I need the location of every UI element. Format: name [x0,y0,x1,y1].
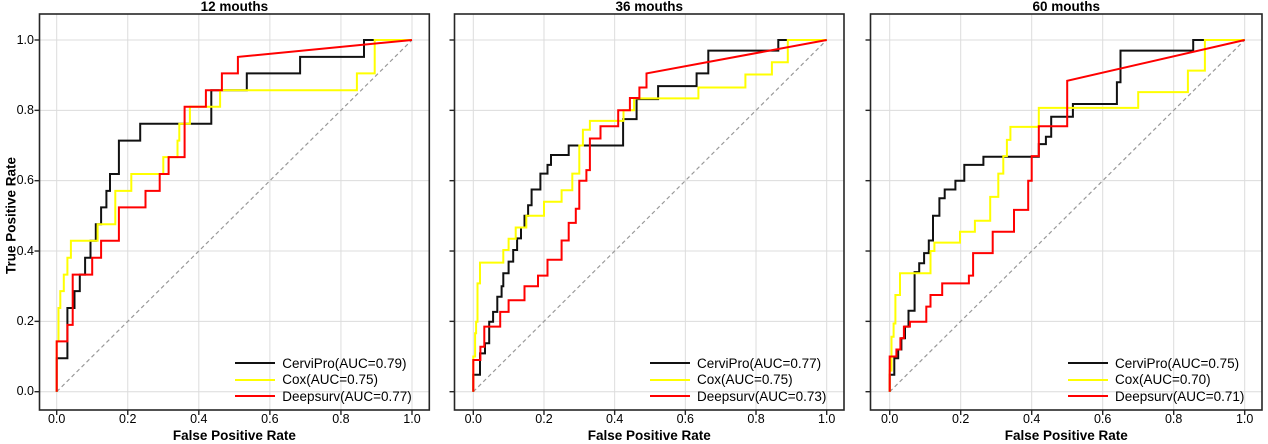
legend-item-cervipro: CerviPro(AUC=0.75) [1068,355,1268,372]
x-tick-label: 0.2 [951,412,970,426]
legend-item-cervipro: CerviPro(AUC=0.79) [235,355,435,372]
legend-item-deepsurv: Deepsurv(AUC=0.77) [235,388,435,405]
x-tick-label: 0.2 [119,412,137,426]
roc-curve-cervipro [55,39,412,392]
legend-label-deepsurv: Deepsurv(AUC=0.77) [282,388,412,404]
x-tick-label: 0.0 [880,412,899,426]
legend-line-deepsurv-icon [235,395,276,398]
y-tick-label: 0.4 [16,243,34,258]
legend-line-cox-icon [1068,378,1108,381]
legend-label-deepsurv: Deepsurv(AUC=0.71) [1115,388,1245,404]
legend-label-cervipro: CerviPro(AUC=0.75) [1115,355,1240,371]
panel-box [38,13,431,411]
legend-line-cox-icon [235,378,276,381]
panel-title-12-months: 12 mouths [200,0,269,14]
x-axis-label-panel2: False Positive Rate [587,428,711,443]
legend-item-cox: Cox(AUC=0.70) [1068,372,1268,389]
legend-line-cervipro-icon [650,362,690,365]
x-axis-label-panel1: False Positive Rate [172,428,296,443]
legend-label-cox: Cox(AUC=0.75) [697,372,793,388]
x-tick-label: 0.8 [332,412,350,426]
panel-box [453,13,845,411]
legend-panel3: CerviPro(AUC=0.75) Cox(AUC=0.70) Deepsur… [1068,355,1268,405]
legend-item-deepsurv: Deepsurv(AUC=0.73) [650,388,850,405]
diagonal-reference-line [889,39,1246,393]
x-tick-label: 0.0 [47,412,66,426]
panel-box [869,13,1263,411]
roc-curve-deepsurv [888,39,1245,392]
y-tick-label: 1.0 [16,32,34,47]
x-tick-label: 0.4 [605,412,624,426]
legend-item-cox: Cox(AUC=0.75) [235,372,435,389]
y-tick-label: 0.6 [16,173,34,188]
legend-item-cox: Cox(AUC=0.75) [650,372,850,389]
x-tick-label: 0.6 [261,412,279,426]
x-tick-label: 0.2 [535,412,553,426]
legend-line-cox-icon [650,378,690,381]
legend-label-cervipro: CerviPro(AUC=0.79) [282,355,407,371]
legend-item-cervipro: CerviPro(AUC=0.77) [650,355,850,372]
x-tick-label: 0.6 [676,412,695,426]
x-tick-label: 0.8 [1164,412,1183,426]
legend-panel1: CerviPro(AUC=0.79) Cox(AUC=0.75) Deepsur… [235,355,435,405]
legend-line-cervipro-icon [1068,362,1108,365]
legend-line-deepsurv-icon [1068,395,1108,398]
x-tick-label: 0.4 [1022,412,1041,426]
panel-title-36-months: 36 mouths [615,0,683,14]
x-tick-label: 1.0 [403,412,421,426]
legend-label-cox: Cox(AUC=0.70) [1115,372,1211,388]
x-tick-label: 1.0 [817,412,836,426]
roc-curve-deepsurv [55,39,413,392]
legend-panel2: CerviPro(AUC=0.77) Cox(AUC=0.75) Deepsur… [650,355,850,405]
roc-curve-cox [55,39,412,392]
roc-curve-cox [888,39,1245,392]
legend-item-deepsurv: Deepsurv(AUC=0.71) [1068,388,1268,405]
legend-line-deepsurv-icon [650,395,690,398]
y-tick-label: 0.0 [16,384,34,399]
legend-label-cervipro: CerviPro(AUC=0.77) [697,355,822,371]
y-tick-label: 0.2 [16,313,34,328]
roc-curve-deepsurv [472,39,827,392]
x-tick-label: 0.8 [747,412,765,426]
x-axis-label-panel3: False Positive Rate [1004,428,1128,443]
y-axis-label: True Positive Rate [3,156,19,275]
legend-label-cox: Cox(AUC=0.75) [282,372,378,388]
diagonal-reference-line [56,39,413,393]
y-tick-label: 0.8 [16,102,34,117]
diagonal-reference-line [472,39,828,393]
x-tick-label: 0.6 [1093,412,1112,426]
x-tick-label: 0.0 [464,412,482,426]
roc-curve-cox [472,39,827,392]
legend-label-deepsurv: Deepsurv(AUC=0.73) [697,388,827,404]
x-tick-label: 1.0 [1235,412,1254,426]
x-tick-label: 0.4 [190,412,208,426]
legend-line-cervipro-icon [235,362,276,365]
panel-title-60-months: 60 mouths [1032,0,1100,14]
